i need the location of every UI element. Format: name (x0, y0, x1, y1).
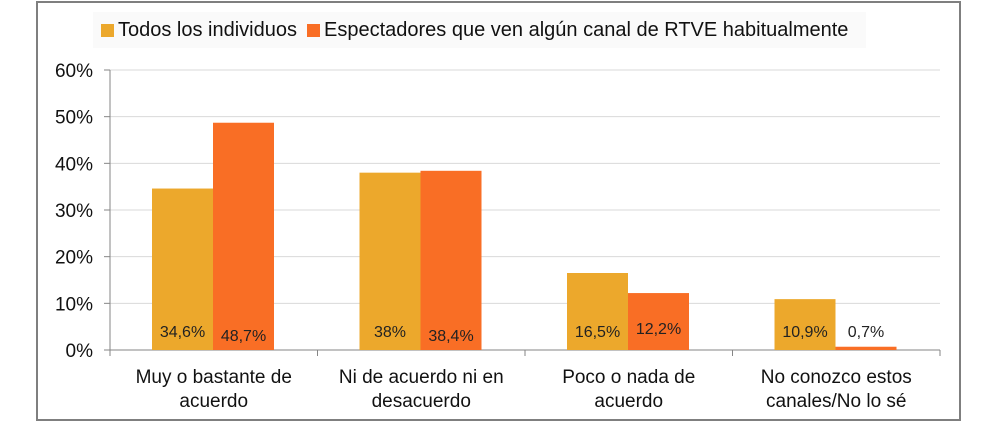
y-tick-label: 30% (55, 201, 93, 222)
legend-label-espectadores: Espectadores que ven algún canal de RTVE… (324, 18, 849, 41)
bar-todos (359, 172, 421, 350)
category-label: No conozco estos (761, 367, 912, 388)
data-label: 48,7% (221, 328, 266, 345)
category-label: Ni de acuerdo ni en (339, 367, 504, 388)
bar-espectadores (628, 293, 689, 350)
bar-espectadores (213, 122, 274, 350)
data-label: 38% (374, 324, 406, 341)
legend-label-todos: Todos los individuos (118, 18, 297, 41)
category-label: canales/No lo sé (766, 391, 906, 412)
bar-espectadores (420, 170, 482, 350)
bar-todos (774, 299, 836, 350)
legend: Todos los individuos Espectadores que ve… (93, 12, 867, 48)
y-tick-label: 20% (55, 248, 93, 269)
bar-todos (152, 188, 213, 350)
legend-swatch-espectadores (307, 23, 320, 37)
bar-espectadores (835, 346, 897, 350)
data-label: 16,5% (575, 324, 620, 341)
data-label: 38,4% (428, 328, 473, 345)
y-tick-label: 50% (55, 108, 93, 129)
category-label: acuerdo (179, 391, 248, 412)
data-label: 12,2% (636, 321, 681, 338)
data-label: 0,7% (848, 324, 884, 341)
y-tick-label: 10% (55, 294, 93, 315)
data-label: 10,9% (782, 324, 827, 341)
category-label: acuerdo (594, 391, 663, 412)
data-label: 34,6% (160, 324, 205, 341)
legend-item-todos: Todos los individuos (101, 19, 297, 42)
y-tick-label: 60% (55, 61, 93, 82)
bar-todos (567, 273, 628, 350)
y-tick-label: 40% (55, 154, 93, 175)
category-label: Muy o bastante de (136, 367, 292, 388)
legend-item-espectadores: Espectadores que ven algún canal de RTVE… (307, 19, 848, 42)
y-tick-label: 0% (66, 341, 94, 362)
legend-swatch-todos (101, 23, 114, 37)
category-label: desacuerdo (372, 391, 471, 412)
category-label: Poco o nada de (562, 367, 695, 388)
